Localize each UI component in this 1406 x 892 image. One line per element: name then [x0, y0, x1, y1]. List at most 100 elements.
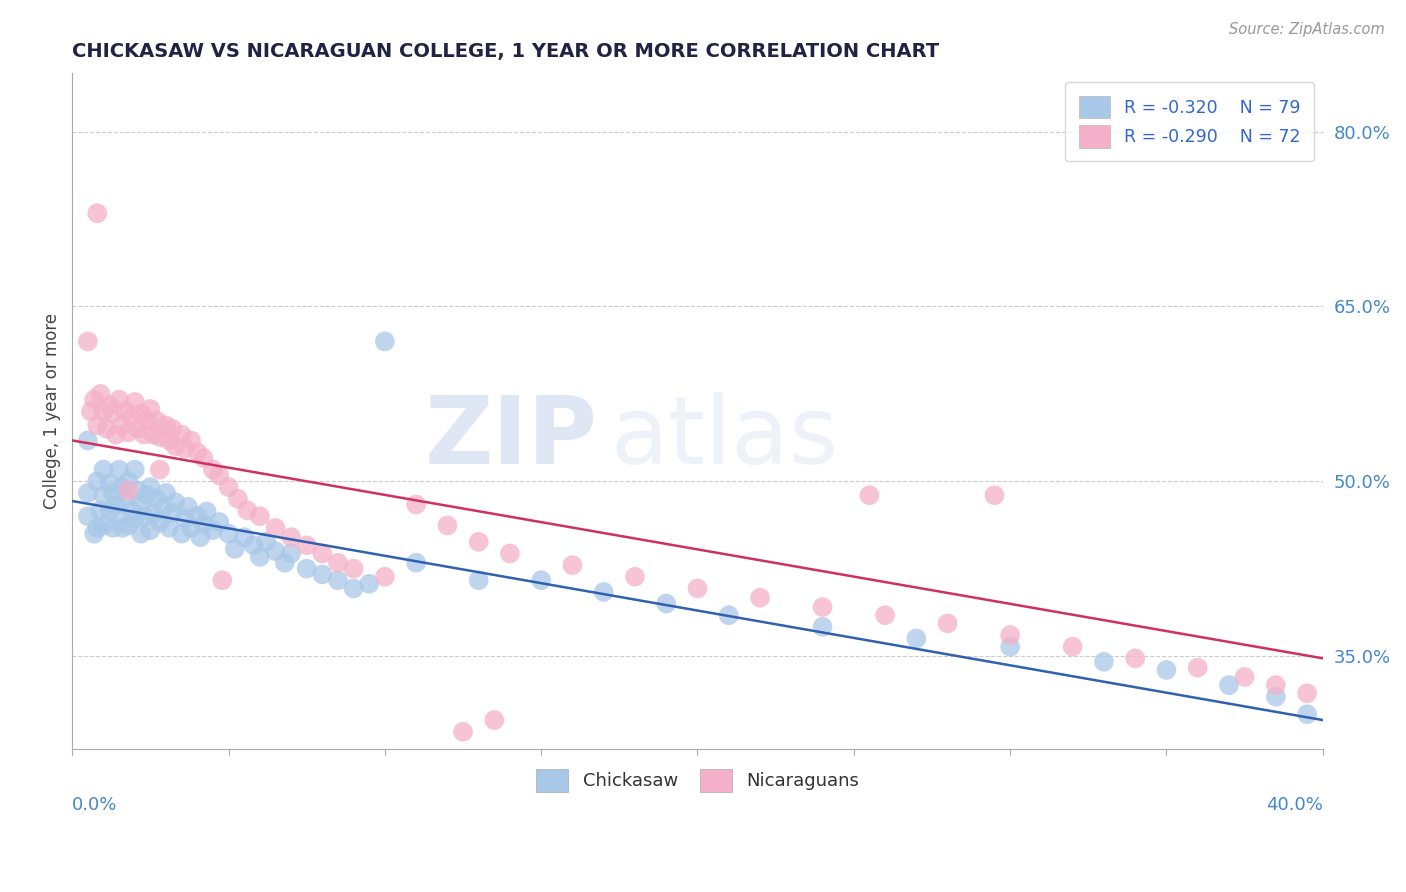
Point	[117, 518, 139, 533]
Point	[905, 632, 928, 646]
Point	[936, 616, 959, 631]
Point	[264, 521, 287, 535]
Point	[177, 500, 200, 514]
Point	[1264, 690, 1286, 704]
Point	[374, 570, 396, 584]
Point	[249, 509, 271, 524]
Point	[124, 511, 146, 525]
Point	[451, 724, 474, 739]
Point	[186, 509, 208, 524]
Point	[249, 549, 271, 564]
Point	[374, 334, 396, 349]
Point	[208, 515, 231, 529]
Point	[998, 640, 1021, 654]
Point	[1296, 707, 1319, 722]
Point	[561, 558, 583, 573]
Point	[326, 556, 349, 570]
Point	[405, 556, 427, 570]
Point	[117, 474, 139, 488]
Point	[162, 506, 184, 520]
Text: 40.0%: 40.0%	[1265, 796, 1323, 814]
Point	[149, 515, 172, 529]
Point	[111, 418, 134, 433]
Point	[280, 546, 302, 560]
Point	[211, 574, 233, 588]
Point	[195, 504, 218, 518]
Point	[170, 427, 193, 442]
Point	[1156, 663, 1178, 677]
Point	[359, 576, 381, 591]
Point	[80, 404, 103, 418]
Point	[655, 597, 678, 611]
Point	[749, 591, 772, 605]
Point	[149, 430, 172, 444]
Point	[86, 418, 108, 433]
Point	[129, 526, 152, 541]
Point	[142, 507, 165, 521]
Point	[89, 387, 111, 401]
Point	[311, 546, 333, 560]
Point	[242, 538, 264, 552]
Text: Source: ZipAtlas.com: Source: ZipAtlas.com	[1229, 22, 1385, 37]
Point	[811, 600, 834, 615]
Point	[858, 488, 880, 502]
Text: atlas: atlas	[610, 392, 838, 484]
Point	[127, 483, 149, 498]
Point	[1062, 640, 1084, 654]
Point	[105, 427, 128, 442]
Point	[233, 530, 256, 544]
Point	[201, 523, 224, 537]
Point	[108, 392, 131, 407]
Point	[686, 582, 709, 596]
Point	[592, 585, 614, 599]
Point	[89, 503, 111, 517]
Point	[190, 530, 212, 544]
Point	[129, 498, 152, 512]
Point	[96, 422, 118, 436]
Point	[624, 570, 647, 584]
Point	[717, 608, 740, 623]
Point	[274, 556, 297, 570]
Point	[405, 498, 427, 512]
Point	[145, 491, 167, 506]
Point	[173, 511, 195, 525]
Point	[224, 541, 246, 556]
Point	[129, 407, 152, 421]
Point	[180, 434, 202, 448]
Point	[218, 526, 240, 541]
Point	[193, 517, 215, 532]
Point	[145, 414, 167, 428]
Point	[139, 401, 162, 416]
Point	[208, 468, 231, 483]
Point	[295, 561, 318, 575]
Point	[218, 480, 240, 494]
Point	[117, 483, 139, 498]
Text: 0.0%: 0.0%	[72, 796, 118, 814]
Point	[342, 561, 364, 575]
Point	[111, 480, 134, 494]
Point	[165, 495, 187, 509]
Point	[83, 392, 105, 407]
Point	[93, 462, 115, 476]
Point	[134, 427, 156, 442]
Point	[157, 521, 180, 535]
Point	[136, 414, 159, 428]
Point	[499, 546, 522, 560]
Point	[162, 422, 184, 436]
Point	[1092, 655, 1115, 669]
Point	[484, 713, 506, 727]
Point	[117, 425, 139, 440]
Point	[467, 574, 489, 588]
Point	[93, 404, 115, 418]
Legend: Chickasaw, Nicaraguans: Chickasaw, Nicaraguans	[527, 760, 869, 801]
Point	[1187, 660, 1209, 674]
Point	[124, 395, 146, 409]
Point	[264, 544, 287, 558]
Point	[101, 486, 124, 500]
Point	[98, 503, 121, 517]
Point	[155, 486, 177, 500]
Point	[101, 407, 124, 421]
Point	[1123, 651, 1146, 665]
Point	[875, 608, 897, 623]
Point	[295, 538, 318, 552]
